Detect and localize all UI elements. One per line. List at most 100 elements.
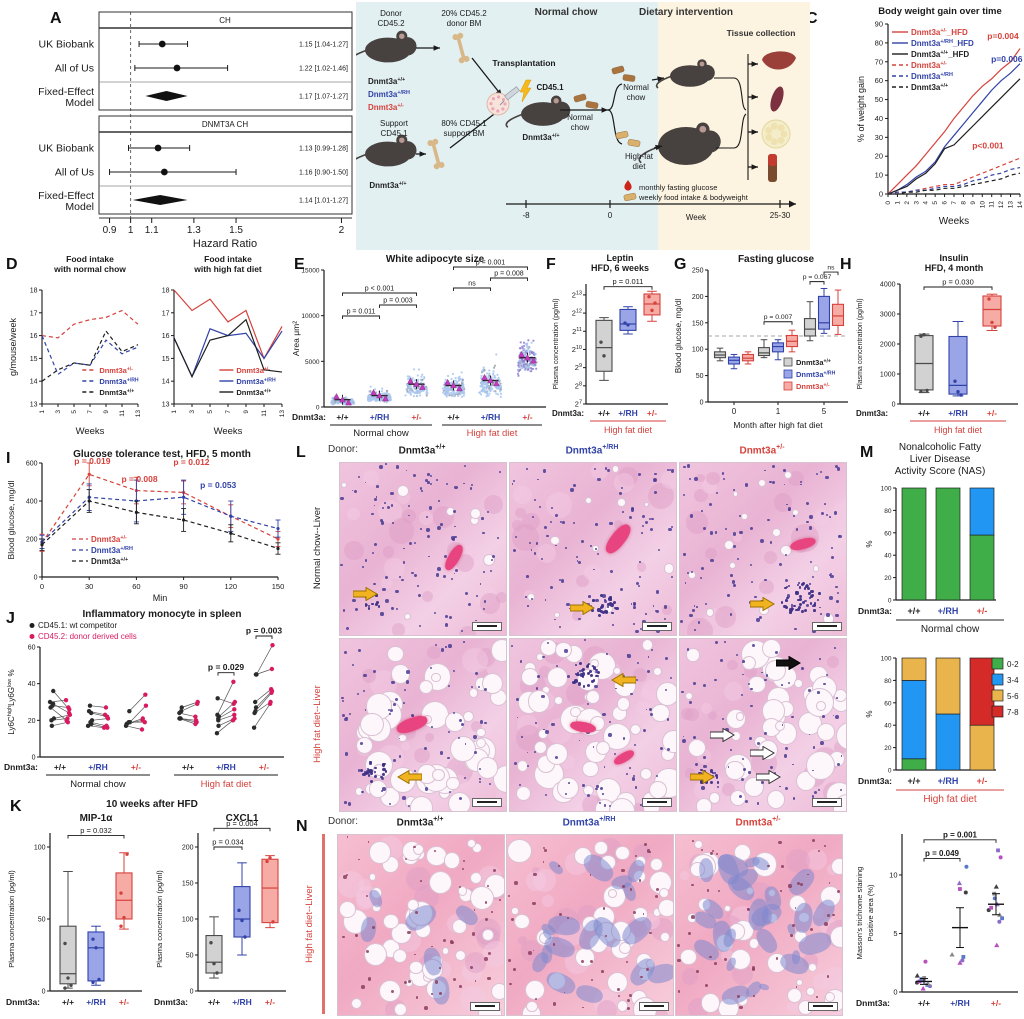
svg-text:Plasma concentration (pg/ml): Plasma concentration (pg/ml) (7, 870, 16, 968)
svg-text:Dnmt3a+/+: Dnmt3a+/+ (522, 133, 559, 142)
svg-text:High fat diet: High fat diet (201, 779, 252, 790)
svg-text:0: 0 (190, 989, 194, 996)
svg-text:High fat diet: High fat diet (604, 425, 653, 435)
scale-bar (812, 622, 842, 631)
svg-text:Model: Model (65, 201, 94, 213)
svg-text:High-fat: High-fat (625, 152, 654, 161)
svg-text:+/+: +/+ (62, 997, 74, 1007)
white-arrow-icon (749, 745, 775, 760)
svg-text:Dnmt3a:: Dnmt3a: (858, 606, 892, 616)
svg-text:+/+: +/+ (918, 998, 930, 1008)
panel-d-food-intake-charts: g/mouse/week Food intake with normal chow 1… (2, 252, 290, 447)
svg-text:Min: Min (153, 593, 168, 603)
svg-text:p = 0.067: p = 0.067 (803, 274, 832, 281)
panel-label-g: G (674, 256, 687, 273)
svg-text:Plasma concentration (pg/ml): Plasma concentration (pg/ml) (857, 298, 864, 389)
svg-text:p = 0.011: p = 0.011 (347, 309, 376, 316)
svg-text:3: 3 (913, 201, 920, 205)
svg-text:12: 12 (998, 201, 1005, 209)
svg-text:80: 80 (884, 678, 892, 685)
svg-text:Dnmt3a+/RH: Dnmt3a+/RH (911, 72, 953, 81)
svg-text:13: 13 (279, 410, 286, 418)
svg-text:Plasma concentration (pg/ml): Plasma concentration (pg/ml) (155, 870, 164, 968)
svg-text:1.1: 1.1 (145, 225, 159, 236)
svg-text:+/RH: +/RH (86, 997, 106, 1007)
svg-text:Dnmt3a:: Dnmt3a: (6, 997, 40, 1007)
svg-text:CXCL1: CXCL1 (226, 813, 259, 824)
svg-text:1: 1 (39, 410, 46, 414)
svg-text:p = 0.008: p = 0.008 (494, 271, 523, 278)
svg-text:MIP-1α: MIP-1α (80, 813, 114, 824)
lightning-icon (519, 79, 532, 103)
donor-genotype-header: Dnmt3a+/RH (565, 444, 619, 457)
bone-icon (452, 32, 470, 64)
svg-text:Dnmt3a+/+: Dnmt3a+/+ (911, 83, 948, 92)
panel-label-e: E (294, 256, 305, 273)
svg-text:+/RH: +/RH (950, 998, 970, 1008)
svg-text:Dnmt3a+/RH: Dnmt3a+/RH (91, 546, 133, 555)
svg-text:9: 9 (103, 410, 110, 414)
svg-text:0: 0 (888, 598, 892, 605)
svg-text:20: 20 (28, 718, 36, 725)
svg-text:p<0.001: p<0.001 (972, 141, 1004, 151)
svg-text:50: 50 (186, 953, 194, 960)
liver-icon (762, 51, 796, 70)
svg-text:50: 50 (38, 917, 46, 924)
svg-text:30: 30 (875, 133, 883, 142)
svg-text:ns: ns (827, 265, 835, 272)
svg-text:10: 10 (889, 870, 897, 879)
svg-text:10 weeks after HFD: 10 weeks after HFD (106, 799, 198, 810)
svg-text:1.17 [1.07-1.27]: 1.17 [1.07-1.27] (299, 94, 348, 101)
svg-text:15: 15 (162, 356, 170, 363)
svg-text:Dietary intervention: Dietary intervention (639, 7, 733, 18)
svg-text:Dnmt3a:: Dnmt3a: (154, 997, 188, 1007)
svg-text:Dnmt3a+/-: Dnmt3a+/- (91, 535, 127, 544)
svg-text:+/+: +/+ (447, 412, 459, 422)
svg-text:210: 210 (572, 345, 582, 354)
svg-text:2: 2 (339, 225, 345, 236)
svg-text:0: 0 (608, 211, 613, 220)
panel-label-d: D (6, 256, 18, 273)
svg-text:3: 3 (55, 410, 62, 414)
svg-text:CD45.2: CD45.2 (377, 19, 405, 28)
donor-genotype-header: Dnmt3a+/+ (398, 444, 446, 457)
svg-text:Month after high fat diet: Month after high fat diet (733, 420, 823, 430)
svg-text:250: 250 (692, 268, 704, 275)
svg-text:150: 150 (182, 881, 194, 888)
svg-text:10: 10 (979, 201, 986, 209)
panel-label-l: L (296, 444, 306, 461)
svg-text:1: 1 (894, 201, 901, 205)
svg-text:60: 60 (884, 530, 892, 537)
svg-text:p = 0.029: p = 0.029 (208, 662, 244, 672)
svg-text:Food intake: Food intake (66, 254, 114, 264)
nas-chart-nc: 0 20 40 60 80 100% Dnmt3a: +/+ +/RH +/- Normal cho… (858, 486, 1004, 635)
row-label: High fat diet--Liver (304, 885, 315, 963)
svg-text:+/-: +/- (411, 412, 421, 422)
svg-text:9: 9 (243, 410, 250, 414)
svg-text:Dnmt3a+/RH_HFD: Dnmt3a+/RH_HFD (911, 39, 974, 48)
svg-text:Blood glucose, mg/dl: Blood glucose, mg/dl (6, 480, 16, 559)
svg-text:Dnmt3a+/RH: Dnmt3a+/RH (236, 377, 276, 386)
svg-text:0: 0 (32, 755, 36, 762)
svg-text:600: 600 (26, 461, 38, 468)
svg-text:Week: Week (686, 213, 707, 222)
svg-text:p = 0.053: p = 0.053 (200, 480, 236, 490)
scale-bar (808, 1002, 838, 1011)
yellow-arrow-icon (610, 673, 636, 688)
svg-text:p=0.004: p=0.004 (987, 31, 1019, 41)
svg-text:14: 14 (162, 379, 170, 386)
svg-text:Dnmt3a+/-_HFD: Dnmt3a+/-_HFD (911, 28, 968, 37)
svg-text:Dnmt3a+/+: Dnmt3a+/+ (236, 388, 271, 397)
svg-text:5: 5 (932, 201, 939, 205)
svg-text:120: 120 (225, 582, 238, 591)
row-label: High fat diet--Liver (312, 685, 323, 763)
svg-text:p = 0.008: p = 0.008 (121, 474, 157, 484)
svg-text:100: 100 (881, 656, 892, 663)
svg-text:Inflammatory monocyte in splee: Inflammatory monocyte in spleen (83, 609, 242, 620)
svg-text:All of Us: All of Us (55, 63, 94, 75)
svg-text:16: 16 (30, 333, 38, 340)
svg-text:200: 200 (692, 294, 704, 301)
svg-text:p = 0.049: p = 0.049 (925, 849, 960, 858)
svg-text:10: 10 (875, 171, 883, 180)
